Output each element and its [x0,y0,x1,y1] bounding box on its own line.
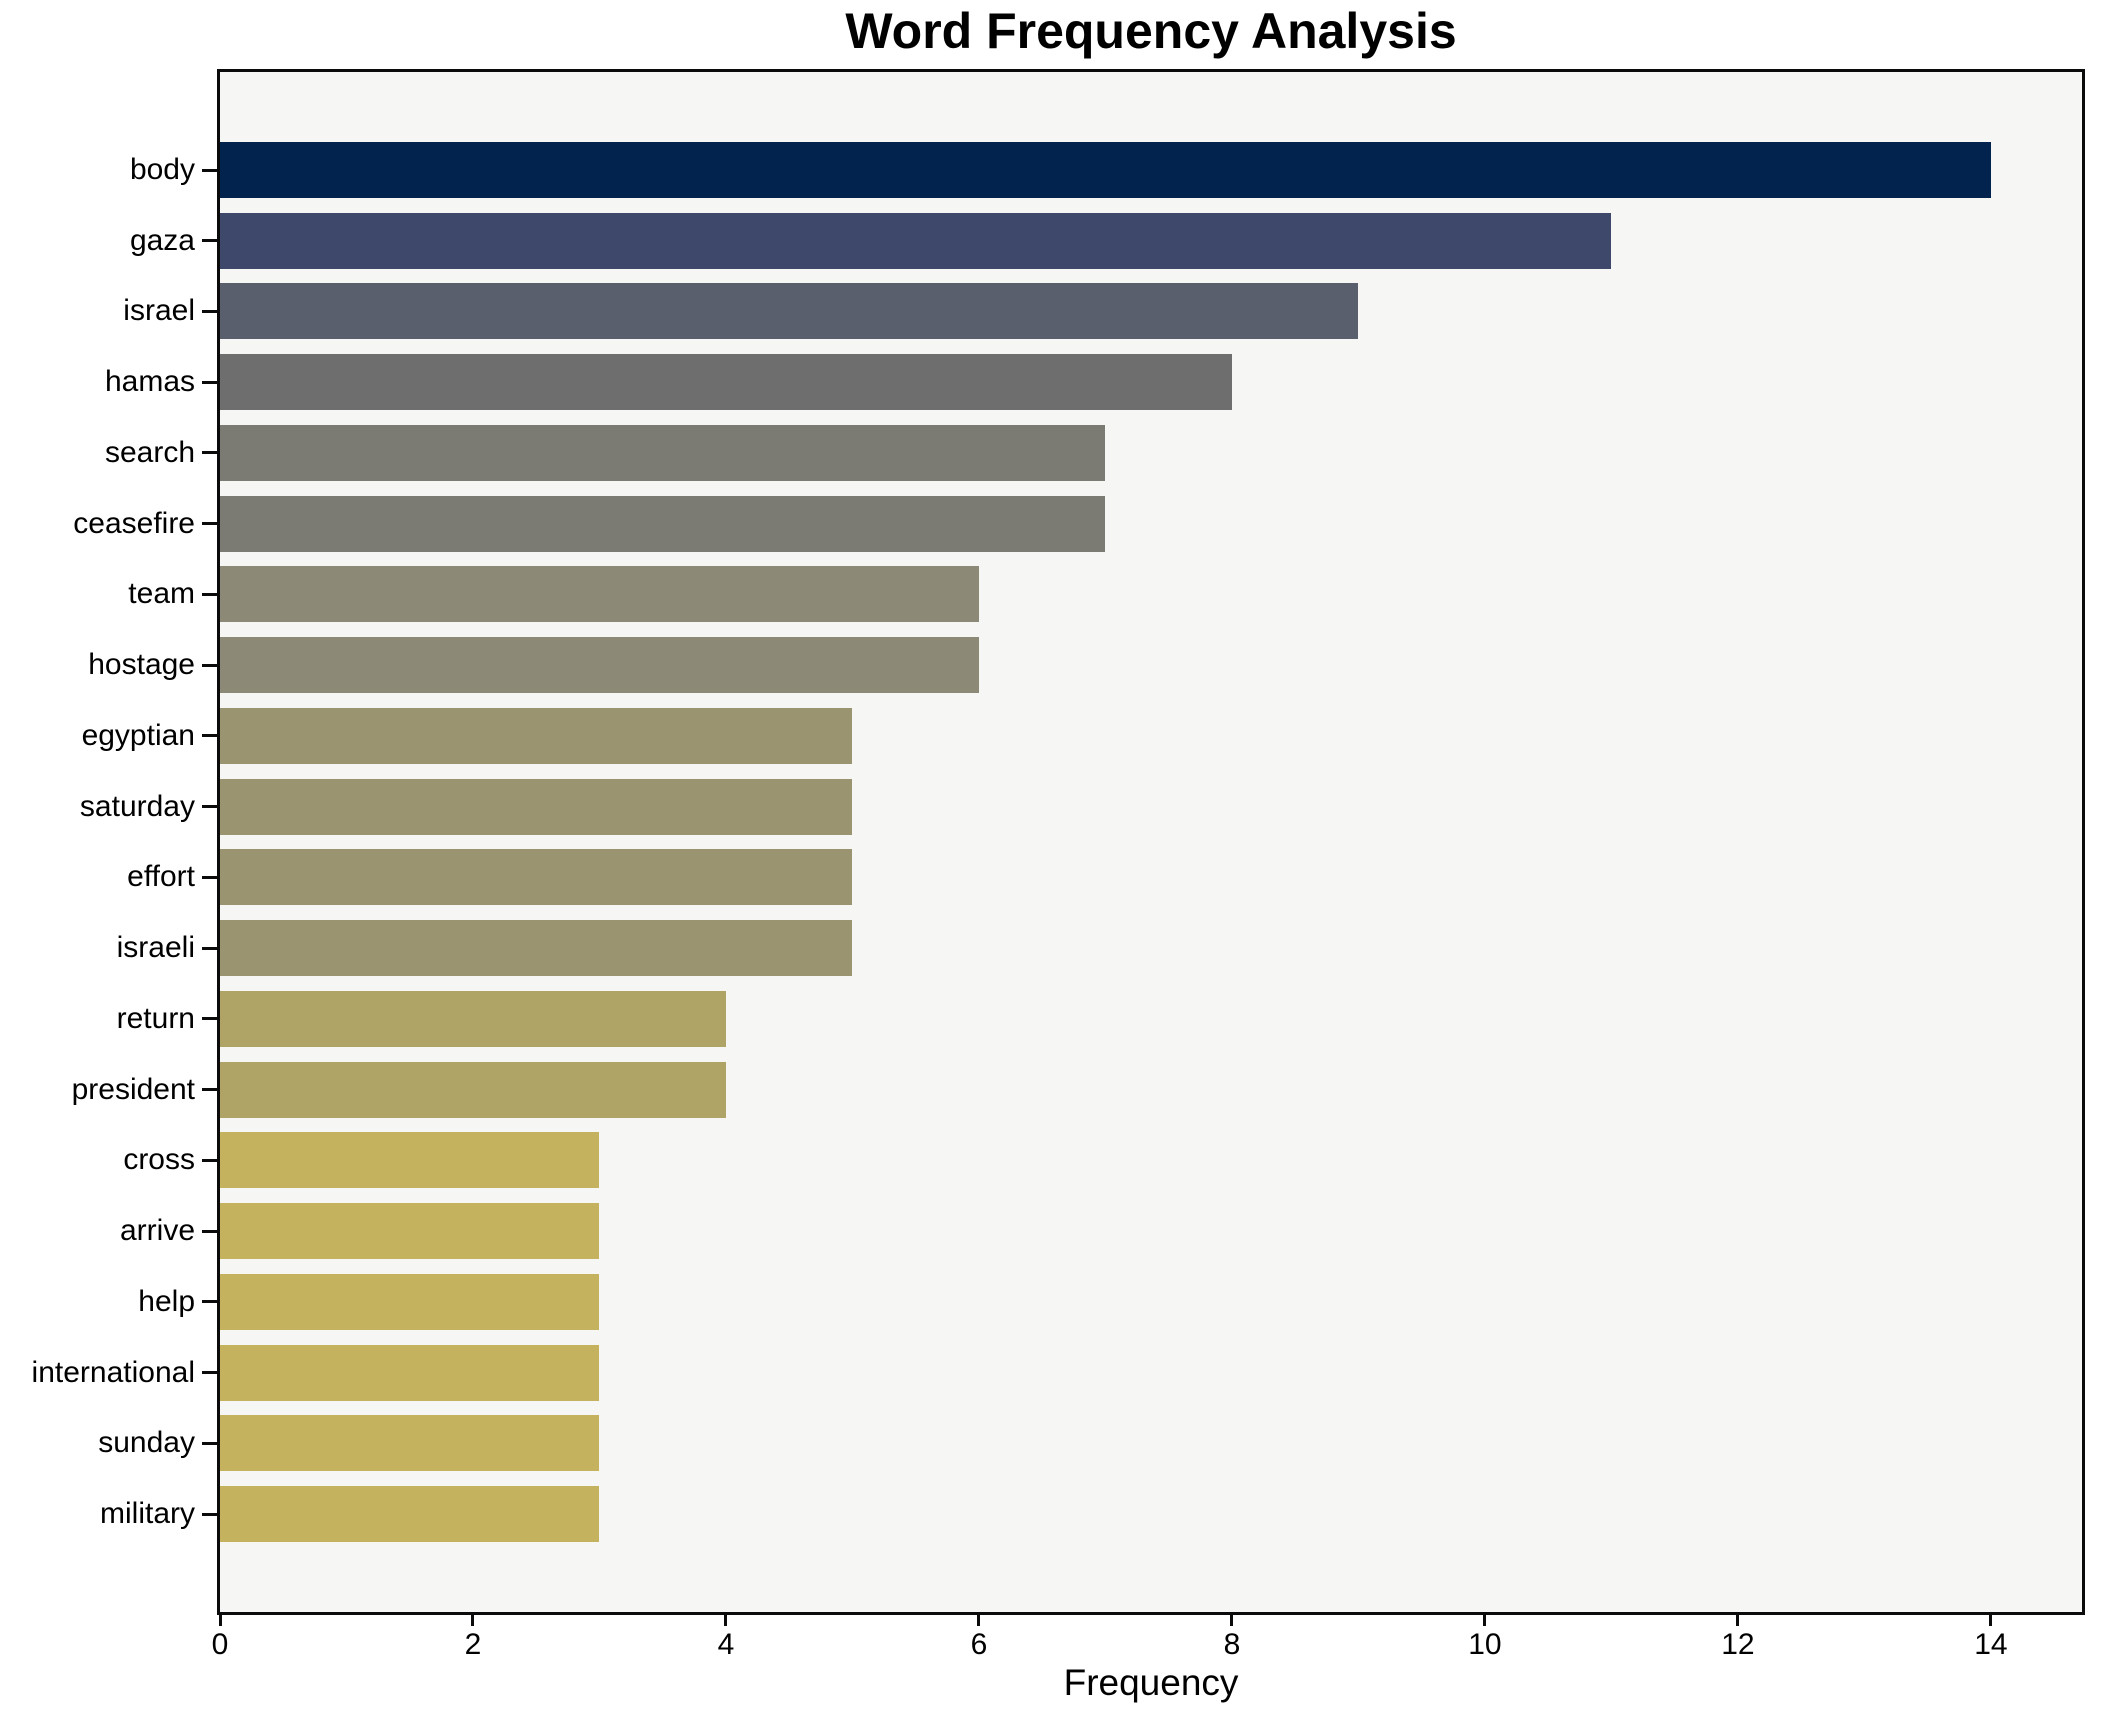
y-tick-label-body: body [129,153,195,186]
plot-area [217,69,2085,1615]
y-tick-label-israeli: israeli [116,931,195,965]
y-tick-mark [202,239,217,243]
bar-egyptian [220,707,853,764]
y-tick-mark [202,451,217,455]
y-tick-mark [202,592,217,596]
bar-israeli [220,920,853,977]
y-tick-mark [202,805,217,809]
bar-search [220,424,1106,481]
bar-gaza [220,212,1612,269]
y-tick-mark [202,1300,217,1304]
y-tick-label-team: team [128,577,195,611]
bar-saturday [220,778,853,835]
bar-israel [220,283,1359,340]
bar-hostage [220,637,979,694]
x-tick-label-6: 6 [970,1628,988,1661]
x-tick-mark [1736,1615,1740,1626]
y-tick-label-gaza: gaza [129,223,195,257]
y-tick-label-military: military [100,1497,195,1531]
bar-effort [220,849,853,906]
y-tick-label-israel: israel [123,294,195,328]
y-tick-label-president: president [71,1072,195,1106]
bar-body [220,142,1991,198]
x-tick-label-8: 8 [1223,1628,1241,1661]
y-tick-mark [202,875,217,879]
y-tick-label-hostage: hostage [88,648,195,682]
y-tick-mark [202,309,217,313]
y-tick-mark [202,380,217,384]
y-tick-label-return: return [116,1001,195,1035]
x-tick-mark [1483,1615,1487,1626]
y-tick-label-international: international [31,1355,195,1389]
x-tick-label-0: 0 [211,1628,229,1661]
x-tick-label-14: 14 [1974,1628,2008,1661]
bar-sunday [220,1415,600,1472]
bar-help [220,1273,600,1330]
x-tick-label-10: 10 [1468,1628,1502,1661]
y-tick-mark [202,1441,217,1445]
bar-arrive [220,1203,600,1260]
y-tick-label-cross: cross [123,1143,195,1177]
y-tick-mark [202,1017,217,1021]
chart-title: Word Frequency Analysis [845,3,1457,59]
x-tick-mark [977,1615,981,1626]
y-tick-label-egyptian: egyptian [81,718,195,752]
y-tick-label-sunday: sunday [98,1426,195,1460]
x-tick-mark [218,1615,222,1626]
bar-ceasefire [220,495,1106,552]
bar-hamas [220,354,1232,411]
x-tick-label-12: 12 [1721,1628,1755,1661]
y-tick-label-search: search [104,435,195,469]
bar-president [220,1061,726,1118]
x-tick-label-2: 2 [464,1628,482,1661]
y-tick-label-effort: effort [127,860,195,894]
y-tick-label-saturday: saturday [79,789,195,823]
y-tick-mark [202,1512,217,1516]
y-tick-mark [202,1088,217,1092]
bar-team [220,566,979,623]
y-tick-mark [202,946,217,950]
bar-return [220,990,726,1047]
x-tick-mark [1989,1615,1993,1626]
x-tick-mark [724,1615,728,1626]
y-tick-mark [202,734,217,738]
y-tick-mark [202,1158,217,1162]
y-tick-label-arrive: arrive [119,1214,195,1248]
x-tick-label-4: 4 [717,1628,735,1661]
x-tick-mark [471,1615,475,1626]
x-tick-mark [1230,1615,1234,1626]
y-tick-label-help: help [138,1284,195,1318]
bar-international [220,1344,600,1401]
y-tick-mark [202,168,217,172]
y-tick-label-hamas: hamas [104,365,195,399]
x-axis-label: Frequency [1063,1662,1239,1703]
bar-cross [220,1132,600,1189]
bar-military [220,1486,600,1543]
y-tick-mark [202,663,217,667]
y-tick-label-ceasefire: ceasefire [73,506,195,540]
y-tick-mark [202,1229,217,1233]
y-tick-mark [202,1371,217,1375]
y-tick-mark [202,522,217,526]
